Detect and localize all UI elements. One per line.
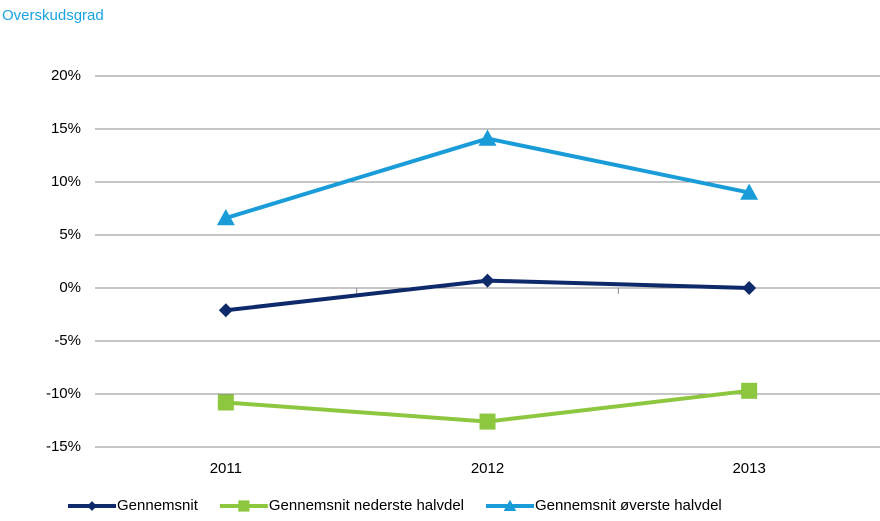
- x-tick-label: 2013: [732, 460, 765, 477]
- marker: [741, 382, 758, 399]
- marker: [742, 281, 757, 295]
- marker: [217, 394, 234, 411]
- y-tick-label: 0%: [59, 279, 81, 296]
- y-tick-label: 20%: [51, 67, 81, 84]
- marker: [480, 273, 495, 288]
- y-tick-label: 5%: [59, 226, 81, 243]
- marker: [740, 183, 759, 200]
- marker: [216, 209, 235, 226]
- x-tick-label: 2012: [471, 460, 504, 477]
- marker: [479, 413, 496, 430]
- chart-title: Overskudsgrad: [2, 7, 104, 24]
- legend-label: Gennemsnit øverste halvdel: [535, 497, 722, 514]
- marker: [87, 501, 97, 511]
- y-tick-label: 10%: [51, 173, 81, 190]
- y-tick-label: -5%: [54, 332, 81, 349]
- legend-label: Gennemsnit nederste halvdel: [269, 497, 464, 514]
- y-tick-label: -10%: [46, 385, 81, 402]
- marker: [218, 303, 233, 318]
- marker: [503, 499, 517, 512]
- series-line: [225, 136, 750, 220]
- y-tick-label: -15%: [46, 438, 81, 455]
- marker: [478, 129, 497, 146]
- x-tick-label: 2011: [210, 460, 242, 477]
- legend-label: Gennemsnit: [117, 497, 199, 514]
- y-tick-label: 15%: [51, 120, 81, 137]
- marker: [238, 500, 250, 512]
